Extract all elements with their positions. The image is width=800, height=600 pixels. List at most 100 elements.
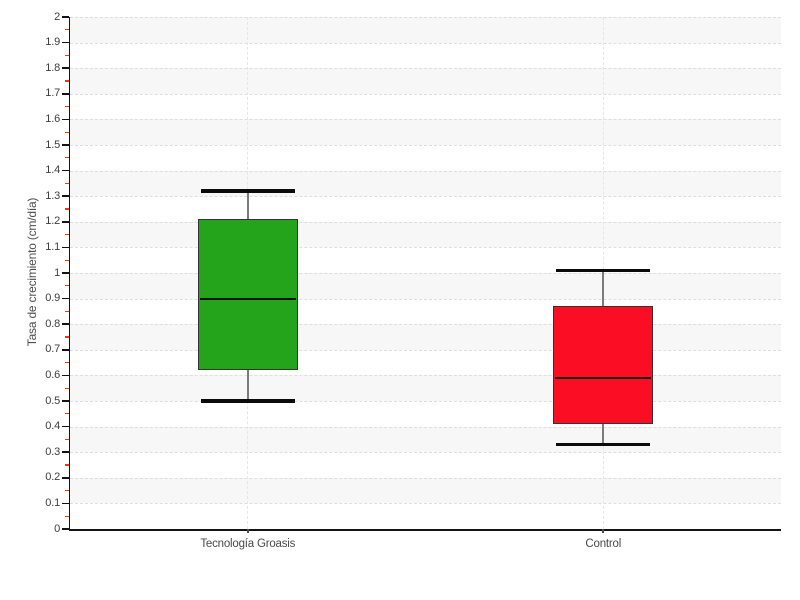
plot-area: 0 0.1 0.2 0.3 0.4 0.5 0.6 0.7 0.8 0.9 1 1.1 1.2 1.3 1.… [45, 11, 781, 550]
y-major-tick [62, 221, 69, 223]
grid-band [70, 221, 781, 248]
whisker-cap-min [200, 399, 295, 403]
y-minor-tick [65, 234, 69, 236]
y-major-tick [62, 425, 69, 428]
h-gridline [70, 93, 781, 95]
h-gridline [70, 426, 781, 428]
h-gridline [70, 170, 781, 172]
median-line [199, 297, 296, 300]
y-tick-label: 0.1 [45, 496, 60, 509]
whisker-stem-upper [246, 191, 249, 220]
h-gridline [70, 452, 781, 454]
y-tick-label: 0.8 [45, 317, 60, 330]
y-tick-label: 2 [54, 10, 60, 23]
h-gridline [70, 324, 781, 326]
whisker-cap-max [556, 268, 651, 273]
y-tick-label: 1 [54, 266, 60, 279]
h-gridline [70, 298, 781, 300]
y-minor-tick [65, 438, 69, 440]
grid-band [70, 68, 781, 94]
y-minor-tick [65, 413, 69, 415]
y-minor-tick [65, 259, 69, 261]
y-tick-label: 0.9 [45, 292, 60, 305]
h-gridline [70, 119, 781, 121]
y-tick-label: 1.2 [45, 215, 60, 228]
y-minor-tick [65, 157, 69, 159]
y-tick-label: 1.5 [45, 138, 60, 151]
y-minor-tick [65, 464, 69, 466]
y-tick-label: 1.3 [45, 189, 60, 202]
y-major-tick [62, 528, 69, 530]
y-minor-tick [65, 515, 69, 517]
y-major-tick [62, 16, 69, 18]
y-minor-tick [65, 29, 69, 31]
h-gridline [70, 196, 781, 198]
median-line [555, 376, 652, 379]
y-major-tick [62, 451, 69, 453]
h-gridline [70, 42, 781, 44]
y-major-tick [62, 93, 69, 95]
grid-band [70, 170, 781, 197]
x-category-tick [602, 529, 605, 533]
y-tick-label: 1.7 [45, 87, 60, 100]
y-minor-tick [65, 106, 69, 108]
grid-band [70, 119, 781, 145]
y-tick-label: 0 [54, 522, 60, 535]
y-minor-tick [65, 310, 69, 312]
h-gridline [70, 401, 781, 402]
y-major-tick [62, 400, 69, 402]
h-gridline [70, 375, 781, 377]
x-category-label: Control [585, 538, 622, 550]
h-gridline [70, 68, 781, 70]
y-tick-label: 1.9 [45, 36, 60, 49]
y-tick-label: 1.6 [45, 112, 60, 125]
y-major-tick [62, 323, 69, 325]
iqr-box [553, 306, 654, 425]
y-major-tick [62, 41, 69, 44]
y-tick-label: 0.5 [45, 394, 60, 407]
y-major-tick [62, 67, 69, 69]
y-tick-label: 1.1 [45, 240, 60, 253]
y-tick-label: 0.7 [45, 343, 60, 356]
y-major-tick [62, 477, 69, 479]
x-category-label: Tecnología Groasis [200, 538, 296, 550]
h-gridline [70, 349, 781, 351]
grid-band [70, 477, 781, 504]
whisker-stem-lower [246, 370, 249, 401]
y-major-tick [62, 118, 69, 121]
h-gridline [70, 273, 781, 274]
y-tick-label: 1.8 [45, 61, 60, 74]
y-tick-label: 0.4 [45, 420, 60, 433]
h-gridline [70, 477, 781, 479]
x-category-tick [246, 529, 249, 533]
h-gridline [70, 221, 781, 223]
grid-band [70, 273, 781, 299]
h-gridline [70, 17, 781, 18]
grid-band [70, 324, 781, 350]
whisker-cap-max [200, 189, 295, 193]
y-tick-label: 1.4 [45, 164, 60, 177]
y-minor-tick [65, 362, 69, 364]
y-major-tick [62, 144, 69, 146]
h-gridline [70, 247, 781, 249]
grid-band [70, 375, 781, 401]
whisker-stem-lower [602, 424, 605, 445]
h-gridline [70, 503, 781, 505]
y-major-tick [62, 349, 69, 351]
y-minor-tick [65, 285, 69, 287]
y-major-tick [62, 246, 69, 249]
y-major-tick [62, 272, 69, 274]
y-minor-tick [65, 54, 69, 56]
y-minor-tick [65, 208, 69, 210]
y-minor-tick [65, 131, 69, 133]
whisker-cap-min [556, 442, 651, 447]
y-major-tick [62, 502, 69, 505]
y-major-tick [62, 297, 69, 300]
grid-band [70, 17, 781, 43]
y-tick-label: 0.6 [45, 368, 60, 381]
h-gridline [70, 145, 781, 146]
y-minor-tick [65, 490, 69, 492]
y-tick-label: 0.2 [45, 471, 60, 484]
y-major-tick [62, 195, 69, 197]
